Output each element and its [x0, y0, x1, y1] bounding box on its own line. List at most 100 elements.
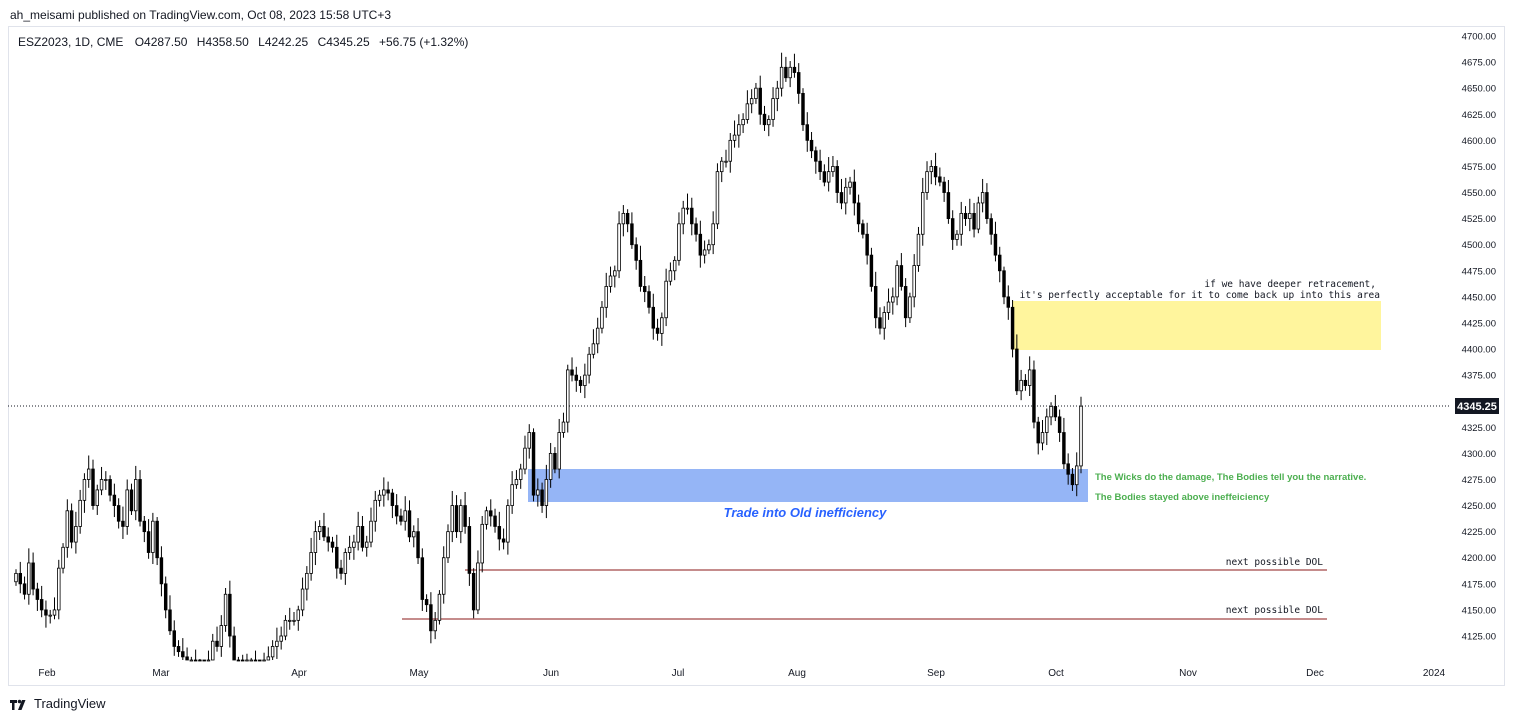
candle-up[interactable] [955, 233, 959, 240]
candle-up[interactable] [604, 286, 608, 308]
candle-down[interactable] [1006, 296, 1011, 308]
candle-up[interactable] [715, 171, 720, 225]
candle-up[interactable] [719, 160, 724, 173]
candle-down[interactable] [856, 202, 861, 225]
candle-down[interactable] [330, 541, 335, 548]
candle-down[interactable] [420, 557, 425, 600]
candle-up[interactable] [403, 510, 407, 522]
candle-up[interactable] [544, 479, 549, 506]
candle-up[interactable] [288, 619, 292, 622]
candle-down[interactable] [202, 659, 206, 662]
candle-up[interactable] [82, 479, 87, 501]
candle-up[interactable] [980, 192, 985, 204]
candle-up[interactable] [583, 374, 587, 386]
candle-up[interactable] [724, 160, 728, 163]
candle-down[interactable] [44, 609, 48, 616]
candle-up[interactable] [617, 223, 621, 272]
candle-up[interactable] [446, 531, 450, 559]
candle-down[interactable] [933, 166, 938, 178]
candle-down[interactable] [694, 223, 698, 235]
candle-up[interactable] [104, 479, 108, 481]
candle-up[interactable] [959, 212, 963, 235]
candle-up[interactable] [14, 572, 18, 583]
candle-up[interactable] [249, 659, 253, 662]
candle-down[interactable] [792, 66, 797, 73]
tradingview-footer[interactable]: TradingView [10, 696, 106, 711]
candle-down[interactable] [497, 526, 502, 540]
candle-down[interactable] [796, 72, 801, 94]
candle-up[interactable] [223, 593, 228, 626]
candle-up[interactable] [882, 312, 886, 329]
candle-up[interactable] [886, 301, 891, 313]
candle-down[interactable] [655, 327, 660, 334]
candle-up[interactable] [347, 546, 352, 553]
candle-down[interactable] [159, 557, 164, 585]
candle-down[interactable] [112, 494, 117, 506]
candle-down[interactable] [553, 452, 557, 470]
candle-down[interactable] [630, 223, 634, 246]
candle-up[interactable] [74, 526, 78, 543]
candle-up[interactable] [591, 343, 596, 355]
candle-up[interactable] [754, 87, 758, 100]
candle-down[interactable] [1015, 348, 1019, 392]
candle-up[interactable] [270, 646, 275, 658]
candle-up[interactable] [561, 421, 566, 433]
candle-down[interactable] [339, 567, 343, 574]
candle-down[interactable] [805, 124, 809, 141]
candle-up[interactable] [916, 233, 921, 266]
candle-up[interactable] [373, 499, 378, 522]
candle-up[interactable] [527, 432, 531, 449]
candle-up[interactable] [737, 124, 741, 136]
candle-up[interactable] [151, 520, 155, 553]
candle-down[interactable] [108, 479, 112, 496]
candle-down[interactable] [193, 659, 198, 662]
candle-up[interactable] [595, 327, 600, 345]
candle-up[interactable] [245, 659, 249, 662]
candle-down[interactable] [390, 492, 395, 506]
candle-up[interactable] [711, 223, 715, 246]
candle-down[interactable] [878, 317, 882, 329]
candle-down[interactable] [236, 659, 241, 662]
candle-up[interactable] [831, 166, 835, 173]
candle-down[interactable] [326, 536, 330, 543]
candle-down[interactable] [651, 306, 656, 329]
candle-up[interactable] [681, 207, 685, 225]
candle-up[interactable] [968, 212, 972, 220]
candle-up[interactable] [608, 275, 613, 287]
candle-down[interactable] [1062, 432, 1066, 465]
candle-up[interactable] [767, 119, 771, 126]
candle-up[interactable] [189, 659, 194, 662]
candle-up[interactable] [514, 479, 519, 486]
candle-down[interactable] [416, 531, 420, 559]
candle-down[interactable] [22, 583, 27, 595]
candle-down[interactable] [1053, 406, 1058, 418]
candle-down[interactable] [873, 286, 878, 319]
candle-down[interactable] [698, 233, 703, 256]
candle-up[interactable] [262, 659, 266, 662]
candle-up[interactable] [275, 640, 279, 647]
candle-down[interactable] [91, 468, 95, 506]
candle-up[interactable] [702, 249, 707, 256]
candle-down[interactable] [578, 379, 583, 386]
candle-up[interactable] [476, 562, 480, 611]
candle-down[interactable] [950, 218, 955, 240]
candle-up[interactable] [99, 479, 104, 491]
candle-up[interactable] [523, 447, 527, 470]
candle-up[interactable] [313, 531, 318, 553]
candle-down[interactable] [903, 286, 908, 319]
candle-up[interactable] [292, 619, 296, 622]
candle-up[interactable] [779, 66, 784, 89]
candle-down[interactable] [574, 374, 579, 381]
candle-up[interactable] [48, 614, 52, 617]
candle-up[interactable] [510, 484, 514, 506]
candle-up[interactable] [587, 353, 591, 376]
candle-down[interactable] [998, 254, 1002, 272]
candle-up[interactable] [557, 432, 561, 470]
candle-down[interactable] [852, 181, 857, 204]
candle-down[interactable] [1036, 421, 1040, 444]
candle-up[interactable] [300, 588, 305, 611]
candle-up[interactable] [664, 280, 668, 319]
candle-down[interactable] [570, 369, 574, 376]
candle-down[interactable] [963, 212, 968, 220]
candle-down[interactable] [121, 520, 125, 527]
